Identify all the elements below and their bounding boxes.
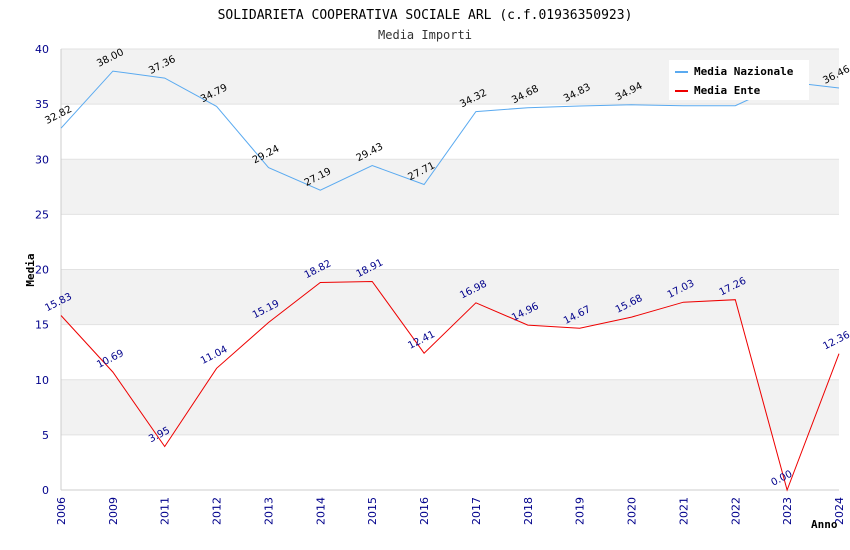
- plot-background: [60, 48, 839, 491]
- x-tick-label: 2019: [574, 497, 587, 525]
- x-tick-label: 2013: [262, 497, 275, 525]
- legend-label-media-nazionale: Media Nazionale: [694, 65, 794, 78]
- y-tick-label: 25: [35, 208, 49, 221]
- legend: Media Nazionale Media Ente: [669, 60, 809, 100]
- x-tick-label: 2009: [107, 497, 120, 525]
- x-tick-label: 2017: [470, 497, 483, 525]
- x-axis: 2006 2009 2011 2012 2013 2014 2015 2016 2017 2018…: [55, 497, 846, 525]
- y-tick-label: 20: [35, 264, 49, 277]
- x-tick-label: 2016: [418, 497, 431, 525]
- y-tick-label: 5: [42, 429, 49, 442]
- grid-band: [61, 269, 839, 325]
- series-line-media-nazionale: [60, 70, 840, 191]
- x-tick-label: 2024: [833, 497, 846, 525]
- x-axis-label: Anno: [811, 518, 838, 531]
- chart-subtitle: Media Importi: [378, 28, 472, 42]
- y-tick-label: 30: [35, 153, 49, 166]
- x-tick-label: 2022: [729, 497, 742, 525]
- grid-band: [61, 104, 839, 160]
- x-tick-label: 2018: [522, 497, 535, 525]
- grid-band: [61, 434, 839, 490]
- y-axis-label: Media: [24, 253, 37, 286]
- x-tick-label: 2006: [55, 497, 68, 525]
- grid-band: [61, 324, 839, 380]
- series-line-media-ente: [60, 280, 840, 492]
- y-tick-label: 0: [42, 484, 49, 497]
- y-tick-label: 40: [35, 43, 49, 56]
- grid-band: [61, 159, 839, 215]
- x-tick-label: 2020: [626, 497, 639, 525]
- legend-box: [669, 60, 809, 100]
- x-tick-label: 2021: [677, 497, 690, 525]
- y-tick-label: 10: [35, 374, 49, 387]
- grid-band: [61, 214, 839, 270]
- x-tick-label: 2015: [366, 497, 379, 525]
- x-tick-label: 2011: [159, 497, 172, 525]
- legend-label-media-ente: Media Ente: [694, 84, 761, 97]
- y-tick-label: 15: [35, 319, 49, 332]
- chart-title: SOLIDARIETA COOPERATIVA SOCIALE ARL (c.f…: [218, 8, 633, 23]
- x-tick-label: 2023: [781, 497, 794, 525]
- y-tick-label: 35: [35, 98, 49, 111]
- x-tick-label: 2014: [314, 497, 327, 525]
- y-axis: 0 5 10 15 20 25 30 35 40: [35, 43, 49, 497]
- x-tick-label: 2012: [211, 497, 224, 525]
- series-lines: [60, 70, 840, 492]
